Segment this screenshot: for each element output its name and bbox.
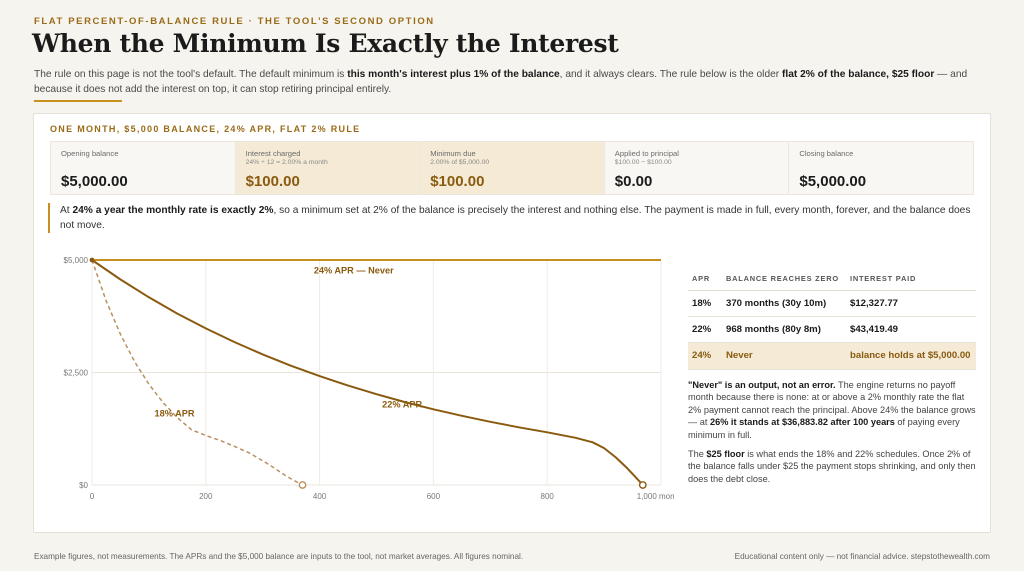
- stat-minimum-due: Minimum due 2.00% of $5,000.00 $100.00: [420, 142, 605, 194]
- footer-disclaimer: Example figures, not measurements. The A…: [34, 552, 524, 561]
- side-note-never: "Never" is an output, not an error. The …: [688, 380, 976, 440]
- stat-value: $100.00: [430, 173, 485, 190]
- series-line: [91, 259, 303, 486]
- stat-closing-balance: Closing balance $5,000.00: [789, 142, 973, 194]
- y-tick-label: $2,500: [64, 369, 89, 378]
- x-tick-label: 200: [199, 492, 213, 501]
- table-cell: $12,327.77: [846, 290, 976, 317]
- y-tick-label: $0: [79, 481, 88, 490]
- card-title: ONE MONTH, $5,000 BALANCE, 24% APR, FLAT…: [50, 124, 361, 134]
- stat-interest-charged: Interest charged 24% ÷ 12 = 2.00% a mont…: [235, 142, 421, 194]
- table-header: APR: [688, 269, 722, 291]
- page-title: When the Minimum Is Exactly the Interest: [32, 29, 619, 58]
- stat-strip: Opening balance $5,000.00 Interest charg…: [50, 141, 974, 195]
- start-point: [89, 257, 95, 263]
- stat-label: Applied to principal: [614, 149, 679, 158]
- stat-sub: $100.00 − $100.00: [614, 159, 672, 166]
- table-header: BALANCE REACHES ZERO: [722, 269, 846, 291]
- table-cell: balance holds at $5,000.00: [846, 342, 976, 370]
- table-header: INTEREST PAID: [846, 269, 976, 291]
- table-cell: 24%: [688, 342, 722, 370]
- y-tick-label: $5,000: [64, 256, 89, 265]
- x-tick-label: 800: [541, 492, 555, 501]
- intro-text: The rule on this page is not the tool's …: [34, 69, 968, 95]
- example-card: ONE MONTH, $5,000 BALANCE, 24% APR, FLAT…: [33, 113, 991, 533]
- series-line: [91, 259, 644, 486]
- x-tick-label: 400: [313, 492, 327, 501]
- table-row: 22% 968 months (80y 8m) $43,419.49: [688, 316, 976, 343]
- stat-value: $5,000.00: [61, 173, 128, 190]
- stat-applied-to-principal: Applied to principal $100.00 − $100.00 $…: [604, 142, 790, 194]
- table-cell: 968 months (80y 8m): [722, 316, 846, 343]
- payoff-chart: $0 $2,500 $5,000 0 200 400 600 800 1,000 months 2…: [64, 256, 674, 501]
- side-notes: "Never" is an output, not an error. The …: [688, 379, 978, 492]
- stat-value: $5,000.00: [799, 173, 867, 190]
- stat-label: Interest charged: [245, 149, 301, 158]
- stat-label: Opening balance: [61, 149, 119, 158]
- table-cell: Never: [722, 342, 846, 370]
- payoff-end-marker: [638, 481, 647, 489]
- series-label: 18% APR: [155, 409, 195, 419]
- stat-value: $0.00: [614, 173, 653, 190]
- x-tick-label: 600: [427, 492, 441, 501]
- table-row: 18% 370 months (30y 10m) $12,327.77: [688, 290, 976, 317]
- payoff-table: APR BALANCE REACHES ZERO INTEREST PAID 1…: [688, 269, 976, 370]
- x-tick-label: 0: [90, 492, 95, 501]
- footer-site: Educational content only — not financial…: [734, 552, 990, 561]
- table-row-highlight: 24% Never balance holds at $5,000.00: [688, 342, 976, 370]
- series-label: 24% APR — Never: [314, 266, 394, 276]
- callout-note: At 24% a year the monthly rate is exactl…: [48, 203, 978, 233]
- series-label: 22% APR: [382, 400, 422, 410]
- table-cell: 370 months (30y 10m): [722, 290, 846, 317]
- intro-accent-rule: [34, 100, 122, 102]
- stat-label: Minimum due: [430, 149, 476, 158]
- side-note-floor: The $25 floor is what ends the 18% and 2…: [688, 449, 976, 484]
- table-cell: 22%: [688, 316, 722, 343]
- stat-sub: 2.00% of $5,000.00: [430, 159, 490, 166]
- eyebrow: FLAT PERCENT-OF-BALANCE RULE · THE TOOL'…: [34, 16, 435, 27]
- stat-opening-balance: Opening balance $5,000.00: [51, 142, 236, 194]
- payoff-end-marker: [298, 481, 307, 489]
- table-cell: 18%: [688, 290, 722, 317]
- table-cell: $43,419.49: [846, 316, 976, 343]
- stat-sub: 24% ÷ 12 = 2.00% a month: [245, 159, 328, 166]
- x-tick-label: 1,000 months: [637, 492, 674, 501]
- stat-label: Closing balance: [799, 149, 854, 158]
- stat-value: $100.00: [245, 173, 300, 190]
